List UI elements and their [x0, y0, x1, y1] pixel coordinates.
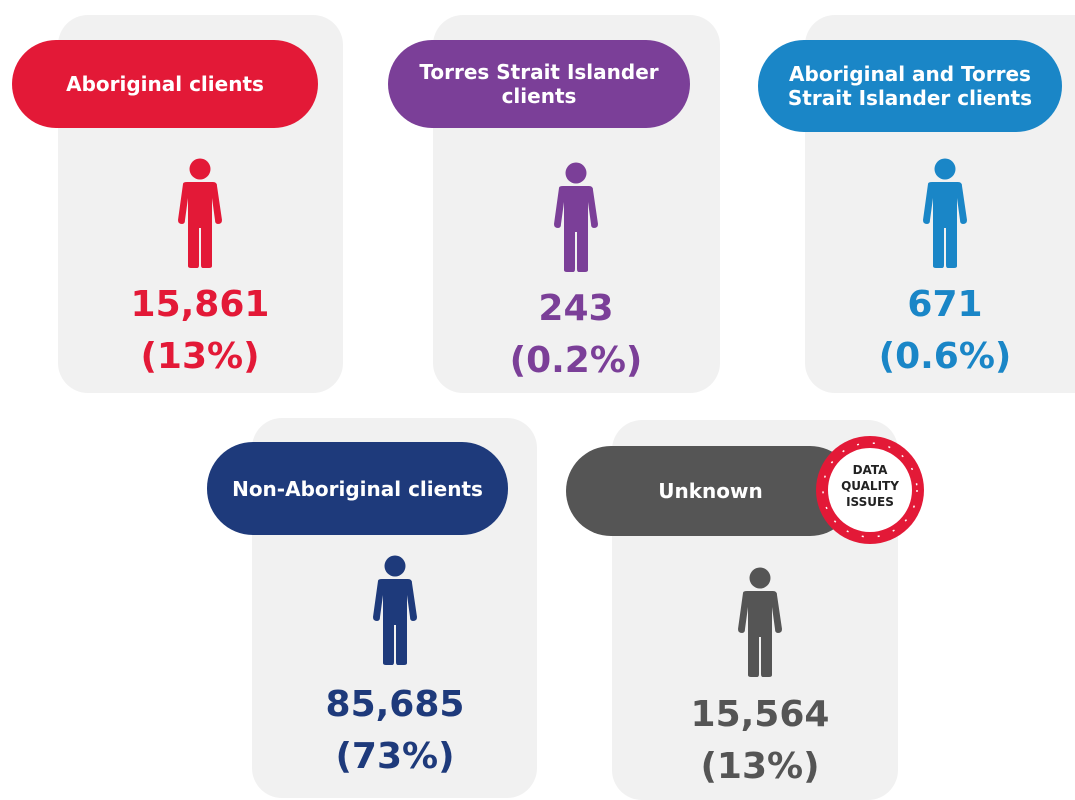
card-label: Non-Aboriginal clients — [207, 442, 508, 535]
person-icon — [554, 162, 598, 272]
person-icon — [178, 158, 222, 268]
badge-text: QUALITY — [841, 479, 899, 493]
card-label: Torres Strait Islander clients — [388, 40, 690, 128]
count: 85,685 — [325, 684, 465, 725]
percent: (73%) — [335, 736, 455, 777]
percent: (0.2%) — [509, 340, 643, 381]
count: 243 — [538, 288, 614, 329]
badge-text: ISSUES — [846, 495, 894, 509]
person-icon — [738, 567, 782, 677]
percent: (13%) — [700, 746, 820, 787]
card-label: Aboriginal and Torres Strait Islander cl… — [758, 40, 1062, 132]
badge-text: DATA — [853, 463, 889, 477]
card-label: Unknown — [566, 446, 855, 536]
data-quality-badge: DATA QUALITY ISSUES — [816, 436, 924, 544]
percent: (13%) — [140, 336, 260, 377]
card-label: Aboriginal clients — [12, 40, 318, 128]
count: 15,564 — [690, 694, 830, 735]
person-icon — [373, 555, 417, 665]
person-icon — [923, 158, 967, 268]
count: 15,861 — [130, 284, 270, 325]
percent: (0.6%) — [878, 336, 1012, 377]
count: 671 — [907, 284, 983, 325]
